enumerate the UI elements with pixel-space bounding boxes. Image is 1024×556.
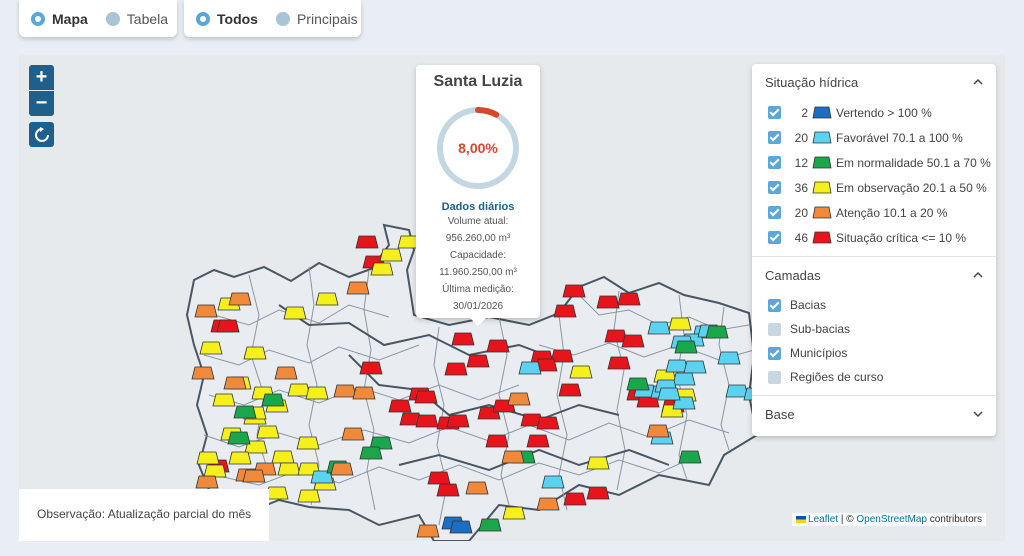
checkbox[interactable] xyxy=(768,181,781,194)
top-bar: Mapa Tabela Todos Principais xyxy=(0,0,1024,48)
trapezoid-marker-icon xyxy=(812,156,832,169)
layers-list: Bacias Sub-bacias Municípios Regiões de … xyxy=(752,293,996,389)
legend-panel: Situação hídrica 2 Vertendo > 100 % 20 F… xyxy=(752,64,996,436)
basin-lines xyxy=(278,304,670,472)
layer-item[interactable]: Sub-bacias xyxy=(752,317,996,341)
situation-item[interactable]: 12 Em normalidade 50.1 a 70 % xyxy=(752,150,996,175)
view-table-radio[interactable]: Tabela xyxy=(105,10,169,27)
last-measure-label: Última medição: xyxy=(442,284,514,295)
base-title: Base xyxy=(765,406,795,422)
view-toggle: Mapa Tabela xyxy=(19,0,177,37)
gauge-arc xyxy=(437,107,519,189)
layer-item[interactable]: Municípios xyxy=(752,341,996,365)
layers-section-header[interactable]: Camadas xyxy=(752,257,996,293)
volume-label: Volume atual: xyxy=(447,216,509,227)
chevron-down-icon xyxy=(973,411,983,418)
situation-item[interactable]: 2 Vertendo > 100 % xyxy=(752,100,996,125)
situation-title: Situação hídrica xyxy=(765,74,859,90)
layer-label: Regiões de curso xyxy=(790,370,884,384)
trapezoid-marker-icon xyxy=(812,181,832,194)
checkbox[interactable] xyxy=(768,106,781,119)
trapezoid-marker-icon xyxy=(812,106,832,119)
situation-count: 2 xyxy=(801,105,808,120)
radio-dot xyxy=(275,11,290,26)
situation-count: 20 xyxy=(794,130,808,145)
chevron-up-icon xyxy=(973,271,983,278)
layer-label: Sub-bacias xyxy=(790,322,851,336)
situation-count: 46 xyxy=(794,230,808,245)
gauge-percent: 8,00% xyxy=(458,140,498,156)
volume-gauge: 8,00% xyxy=(433,103,523,193)
checkbox[interactable] xyxy=(768,131,781,144)
last-measure-value: 30/01/2026 xyxy=(452,301,504,312)
radio-dot xyxy=(196,11,210,26)
layer-label: Bacias xyxy=(790,298,827,312)
zoom-controls: + − xyxy=(29,65,54,147)
map-attribution: Leaflet | © OpenStreetMap contributors xyxy=(792,513,986,526)
filter-all-label: Todos xyxy=(217,10,258,27)
filter-toggle: Todos Principais xyxy=(184,0,361,37)
divider xyxy=(752,395,996,396)
situation-label: Vertendo > 100 % xyxy=(836,105,932,120)
chevron-up-icon xyxy=(973,78,983,85)
situation-count: 12 xyxy=(794,155,808,170)
radio-dot xyxy=(31,11,45,26)
ukraine-flag-icon xyxy=(796,515,807,523)
filter-main-radio[interactable]: Principais xyxy=(275,10,358,27)
daily-data-label: Dados diários xyxy=(441,201,515,213)
volume-value: 956.260,00 m³ xyxy=(445,233,511,244)
radio-dot xyxy=(105,11,120,26)
checkbox[interactable] xyxy=(768,206,781,219)
situation-item[interactable]: 36 Em observação 20.1 a 50 % xyxy=(752,175,996,200)
view-map-label: Mapa xyxy=(52,10,88,27)
attribution-separator: | © xyxy=(838,514,857,525)
refresh-icon xyxy=(34,126,49,142)
trapezoid-marker-icon xyxy=(812,231,832,244)
layer-item[interactable]: Regiões de curso xyxy=(752,365,996,389)
divider xyxy=(752,256,996,257)
layer-label: Municípios xyxy=(790,346,848,360)
checkbox[interactable] xyxy=(768,346,781,360)
popup-title: Santa Luzia xyxy=(433,73,523,90)
situation-list: 2 Vertendo > 100 % 20 Favorável 70.1 a 1… xyxy=(752,100,996,250)
situation-label: Atenção 10.1 a 20 % xyxy=(836,205,948,220)
view-table-label: Tabela xyxy=(126,10,169,27)
zoom-out-button[interactable]: − xyxy=(29,91,54,116)
situation-label: Em observação 20.1 a 50 % xyxy=(836,180,987,195)
capacity-value: 11.960.250,00 m³ xyxy=(439,267,517,278)
situation-item[interactable]: 20 Atenção 10.1 a 20 % xyxy=(752,200,996,225)
trapezoid-marker-icon xyxy=(812,206,832,219)
reservoir-popup: Santa Luzia 8,00% Dados diários Volume a… xyxy=(416,65,540,326)
situation-item[interactable]: 46 Situação crítica <= 10 % xyxy=(752,225,996,250)
checkbox[interactable] xyxy=(768,298,781,312)
checkbox[interactable] xyxy=(768,231,781,244)
situation-section-header[interactable]: Situação hídrica xyxy=(752,64,996,100)
situation-count: 36 xyxy=(794,180,808,195)
osm-link[interactable]: OpenStreetMap xyxy=(856,514,927,525)
situation-label: Em normalidade 50.1 a 70 % xyxy=(836,155,991,170)
situation-label: Situação crítica <= 10 % xyxy=(836,230,967,245)
situation-count: 20 xyxy=(794,205,808,220)
zoom-in-button[interactable]: + xyxy=(29,65,54,90)
situation-label: Favorável 70.1 a 100 % xyxy=(836,130,963,145)
reservoir-markers xyxy=(191,235,767,538)
filter-main-label: Principais xyxy=(296,10,358,27)
trapezoid-marker-icon xyxy=(812,131,832,144)
filter-all-radio[interactable]: Todos xyxy=(196,11,258,27)
capacity-label: Capacidade: xyxy=(449,250,507,261)
view-map-radio[interactable]: Mapa xyxy=(31,11,88,27)
attribution-suffix: contributors xyxy=(926,514,982,525)
layer-item[interactable]: Bacias xyxy=(752,293,996,317)
reset-view-button[interactable] xyxy=(29,122,54,147)
checkbox[interactable] xyxy=(768,370,781,384)
observation-note: Observação: Atualização parcial do mês xyxy=(19,489,269,541)
leaflet-link[interactable]: Leaflet xyxy=(808,514,839,525)
situation-item[interactable]: 20 Favorável 70.1 a 100 % xyxy=(752,125,996,150)
layers-title: Camadas xyxy=(765,267,821,283)
checkbox[interactable] xyxy=(768,156,781,169)
checkbox[interactable] xyxy=(768,322,781,336)
gauge-ring xyxy=(437,107,519,189)
base-section-header[interactable]: Base xyxy=(752,396,996,432)
